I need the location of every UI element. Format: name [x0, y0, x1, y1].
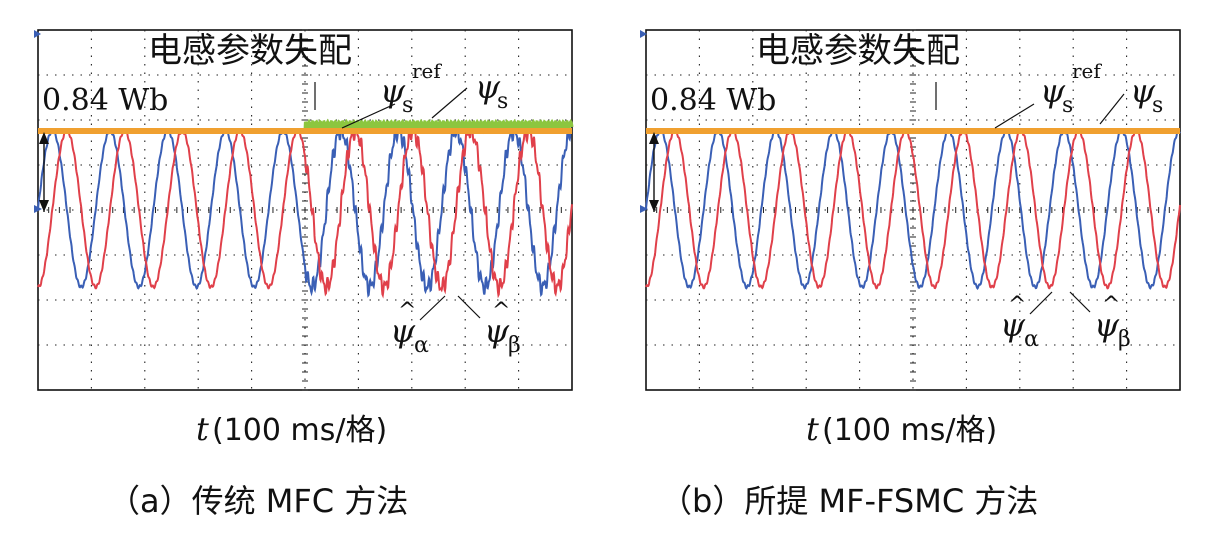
- trace-psi-alpha: [37, 120, 573, 298]
- caption-a: （a）传统 MFC 方法: [108, 482, 408, 520]
- ch-marker-a: [34, 30, 41, 38]
- svg-text:t: t: [196, 410, 209, 448]
- trace-psi-alpha: [645, 128, 1181, 291]
- label-psi-alpha-a: ψ ^ α: [390, 295, 446, 358]
- svg-text:s: s: [497, 89, 508, 114]
- x-axis-label-a: t (100 ms/格): [196, 410, 387, 448]
- x-axis-label-b: t (100 ms/格): [806, 410, 997, 448]
- svg-text:ψ: ψ: [1130, 72, 1156, 110]
- traces-a: [37, 118, 574, 299]
- label-psi-s-b: ψ s: [1099, 72, 1163, 125]
- svg-text:^: ^: [1008, 293, 1026, 318]
- flux-label-b: 0.84 Wb: [650, 83, 776, 118]
- panel-a: 电感参数失配 0.84 Wb ψ s ref ψ s ψ ^ α ψ ^ β: [34, 29, 574, 520]
- svg-text:^: ^: [1102, 293, 1120, 318]
- traces-b: [645, 128, 1181, 291]
- svg-text:β: β: [508, 333, 521, 358]
- label-psi-beta-a: ψ ^ β: [457, 295, 521, 358]
- svg-text:ref: ref: [412, 59, 442, 83]
- amplitude-arrow-a: [39, 132, 49, 212]
- amplitude-arrow-b: [649, 132, 659, 212]
- svg-text:(100 ms/格): (100 ms/格): [212, 413, 387, 448]
- svg-text:s: s: [1152, 93, 1163, 118]
- svg-text:ψ: ψ: [1094, 306, 1120, 344]
- svg-text:s: s: [402, 93, 413, 118]
- event-label-b: 电感参数失配: [756, 31, 960, 71]
- svg-text:^: ^: [492, 299, 510, 324]
- svg-text:ψ: ψ: [484, 312, 510, 350]
- svg-text:ref: ref: [1072, 59, 1102, 83]
- label-psi-s-ref-a: ψ s ref: [341, 59, 442, 129]
- label-psi-s-ref-b: ψ s ref: [994, 59, 1102, 129]
- flux-label-a: 0.84 Wb: [42, 83, 168, 118]
- svg-text:ψ: ψ: [390, 312, 416, 350]
- svg-text:^: ^: [398, 299, 416, 324]
- svg-text:ψ: ψ: [1000, 306, 1026, 344]
- svg-text:β: β: [1118, 327, 1131, 352]
- svg-text:t: t: [806, 410, 819, 448]
- svg-text:ψ: ψ: [1040, 72, 1066, 110]
- svg-text:α: α: [1024, 327, 1039, 352]
- caption-b: （b）所提 MF-FSMC 方法: [660, 482, 1038, 520]
- svg-text:α: α: [414, 333, 429, 358]
- label-psi-alpha-b: ψ ^ α: [1000, 291, 1053, 352]
- svg-text:ψ: ψ: [380, 72, 406, 110]
- label-psi-s-a: ψ s: [431, 68, 508, 119]
- event-label-a: 电感参数失配: [148, 31, 352, 71]
- svg-text:s: s: [1062, 93, 1073, 118]
- label-psi-beta-b: ψ ^ β: [1069, 291, 1131, 352]
- zero-marker-a: [34, 205, 42, 213]
- ch-marker-b: [640, 30, 647, 38]
- svg-text:(100 ms/格): (100 ms/格): [822, 413, 997, 448]
- panel-b: 电感参数失配 0.84 Wb ψ s ref ψ s ψ ^ α ψ ^ β t…: [640, 29, 1181, 520]
- svg-text:ψ: ψ: [475, 68, 501, 106]
- zero-marker-b: [640, 205, 648, 213]
